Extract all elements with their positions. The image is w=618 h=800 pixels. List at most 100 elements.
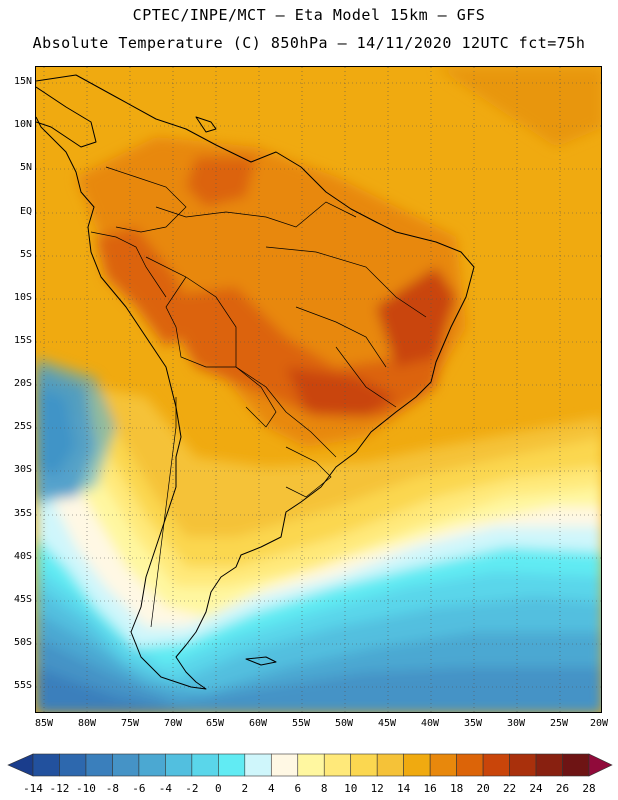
lon-label: 30W [506, 718, 526, 729]
field-minus8-minus6 [36, 667, 187, 712]
map-svg [36, 67, 601, 712]
lat-label: 30S [13, 464, 32, 475]
lat-label: 10S [13, 292, 32, 303]
colorbar-swatch [32, 753, 60, 777]
field-20-22-central [156, 287, 446, 417]
lat-label: 20S [13, 378, 32, 389]
lat-label: EQ [19, 206, 32, 217]
colorbar-swatch [482, 753, 510, 777]
colorbar-tick-label: 14 [397, 782, 411, 795]
lat-label: 15S [13, 335, 32, 346]
graticule [36, 67, 601, 712]
colorbar-tick-label: 10 [344, 782, 358, 795]
colorbar-tick-label: 20 [476, 782, 490, 795]
lat-label: 35S [13, 508, 32, 519]
lon-label: 85W [34, 718, 54, 729]
colorbar-arrow-min [7, 753, 34, 777]
lat-label: 15N [13, 76, 32, 87]
colorbar-swatch [509, 753, 537, 777]
colorbar-tick-label: 22 [502, 782, 517, 795]
colorbar-tick-label: 12 [370, 782, 384, 795]
colorbar-tick-label: 4 [267, 782, 275, 795]
colorbar-swatch [112, 753, 140, 777]
lat-label: 55S [13, 680, 32, 691]
colorbar-tick-label: 8 [320, 782, 328, 795]
colorbar-swatch [218, 753, 246, 777]
temperature-map[interactable] [35, 66, 602, 713]
border-paraguay [235, 366, 277, 428]
colorbar-swatch [376, 753, 404, 777]
lon-label: 60W [248, 718, 268, 729]
lon-label: 35W [463, 718, 483, 729]
south-america-coast [36, 74, 475, 690]
colorbar [7, 753, 613, 777]
title-line-1: CPTEC/INPE/MCT – Eta Model 15km – GFS [132, 6, 486, 24]
colorbar-swatch [535, 753, 563, 777]
country-borders [90, 166, 427, 628]
colorbar-swatch [456, 753, 484, 777]
border-brazil-states [265, 246, 427, 408]
colorbar-swatch [429, 753, 457, 777]
colorbar-tick-label: 28 [582, 782, 596, 795]
colorbar-tick-label: -2 [185, 782, 199, 795]
colorbar-tick-label: -10 [76, 782, 96, 795]
border-peru-ecuador [90, 231, 167, 298]
border-uruguay [285, 446, 332, 498]
lon-label: 45W [377, 718, 397, 729]
field-minus2-west [36, 357, 116, 507]
colorbar-swatch [297, 753, 325, 777]
field-20-22-north [186, 157, 256, 207]
colorbar-tick-label: 0 [215, 782, 222, 795]
colorbar-swatch [59, 753, 87, 777]
field-22-24-core [286, 367, 396, 417]
falkland-islands [245, 656, 277, 666]
colorbar-swatch [244, 753, 272, 777]
coastlines [36, 74, 475, 690]
lat-label: 45S [13, 594, 32, 605]
lat-label: 40S [13, 551, 32, 562]
colorbar-tick-label: 18 [449, 782, 464, 795]
colorbar-swatch [270, 753, 299, 777]
lon-label: 80W [77, 718, 97, 729]
colorbar-tick-label: 2 [241, 782, 249, 795]
border-brazil-north [155, 201, 357, 228]
central-america-coast [36, 86, 97, 148]
colorbar-tick-label: -6 [132, 782, 146, 795]
colorbar-tick-label: -14 [23, 782, 43, 795]
lon-label: 55W [291, 718, 311, 729]
colorbar-tick-label: 26 [555, 782, 570, 795]
colorbar-swatch [191, 753, 219, 777]
lon-label: 70W [163, 718, 183, 729]
colorbar-tick-label: 24 [529, 782, 543, 795]
colorbar-tick-label: 16 [423, 782, 437, 795]
colorbar-swatch [138, 753, 166, 777]
colorbar-swatch [85, 753, 113, 777]
lon-label: 65W [205, 718, 225, 729]
colorbar-tick-label: -8 [105, 782, 120, 795]
temperature-field [36, 67, 601, 712]
border-bolivia [165, 276, 236, 368]
lat-label: 25S [13, 421, 32, 432]
field-minus6-minus4 [36, 637, 601, 712]
lon-label: 20W [589, 718, 609, 729]
border-colombia-venezuela [105, 166, 187, 233]
colorbar-swatch [350, 753, 378, 777]
lon-label: 40W [420, 718, 440, 729]
colorbar-swatch [403, 753, 431, 777]
colorbar-swatch [323, 753, 352, 777]
colorbar-tick-label: -12 [49, 782, 70, 795]
lon-label: 75W [120, 718, 140, 729]
border-andes [150, 397, 177, 628]
lon-label: 25W [549, 718, 569, 729]
lat-label: 5N [19, 162, 32, 173]
lat-label: 10N [13, 119, 32, 130]
lat-label: 5S [19, 249, 32, 260]
lon-label: 50W [334, 718, 354, 729]
colorbar-swatch [562, 753, 590, 777]
caribbean-island [195, 116, 217, 133]
title-line-2: Absolute Temperature (C) 850hPa – 14/11/… [32, 34, 586, 52]
colorbar-tick-label: -4 [158, 782, 172, 795]
colorbar-tick-label: 6 [294, 782, 302, 795]
lat-label: 50S [13, 637, 32, 648]
colorbar-arrow-max [588, 753, 613, 777]
